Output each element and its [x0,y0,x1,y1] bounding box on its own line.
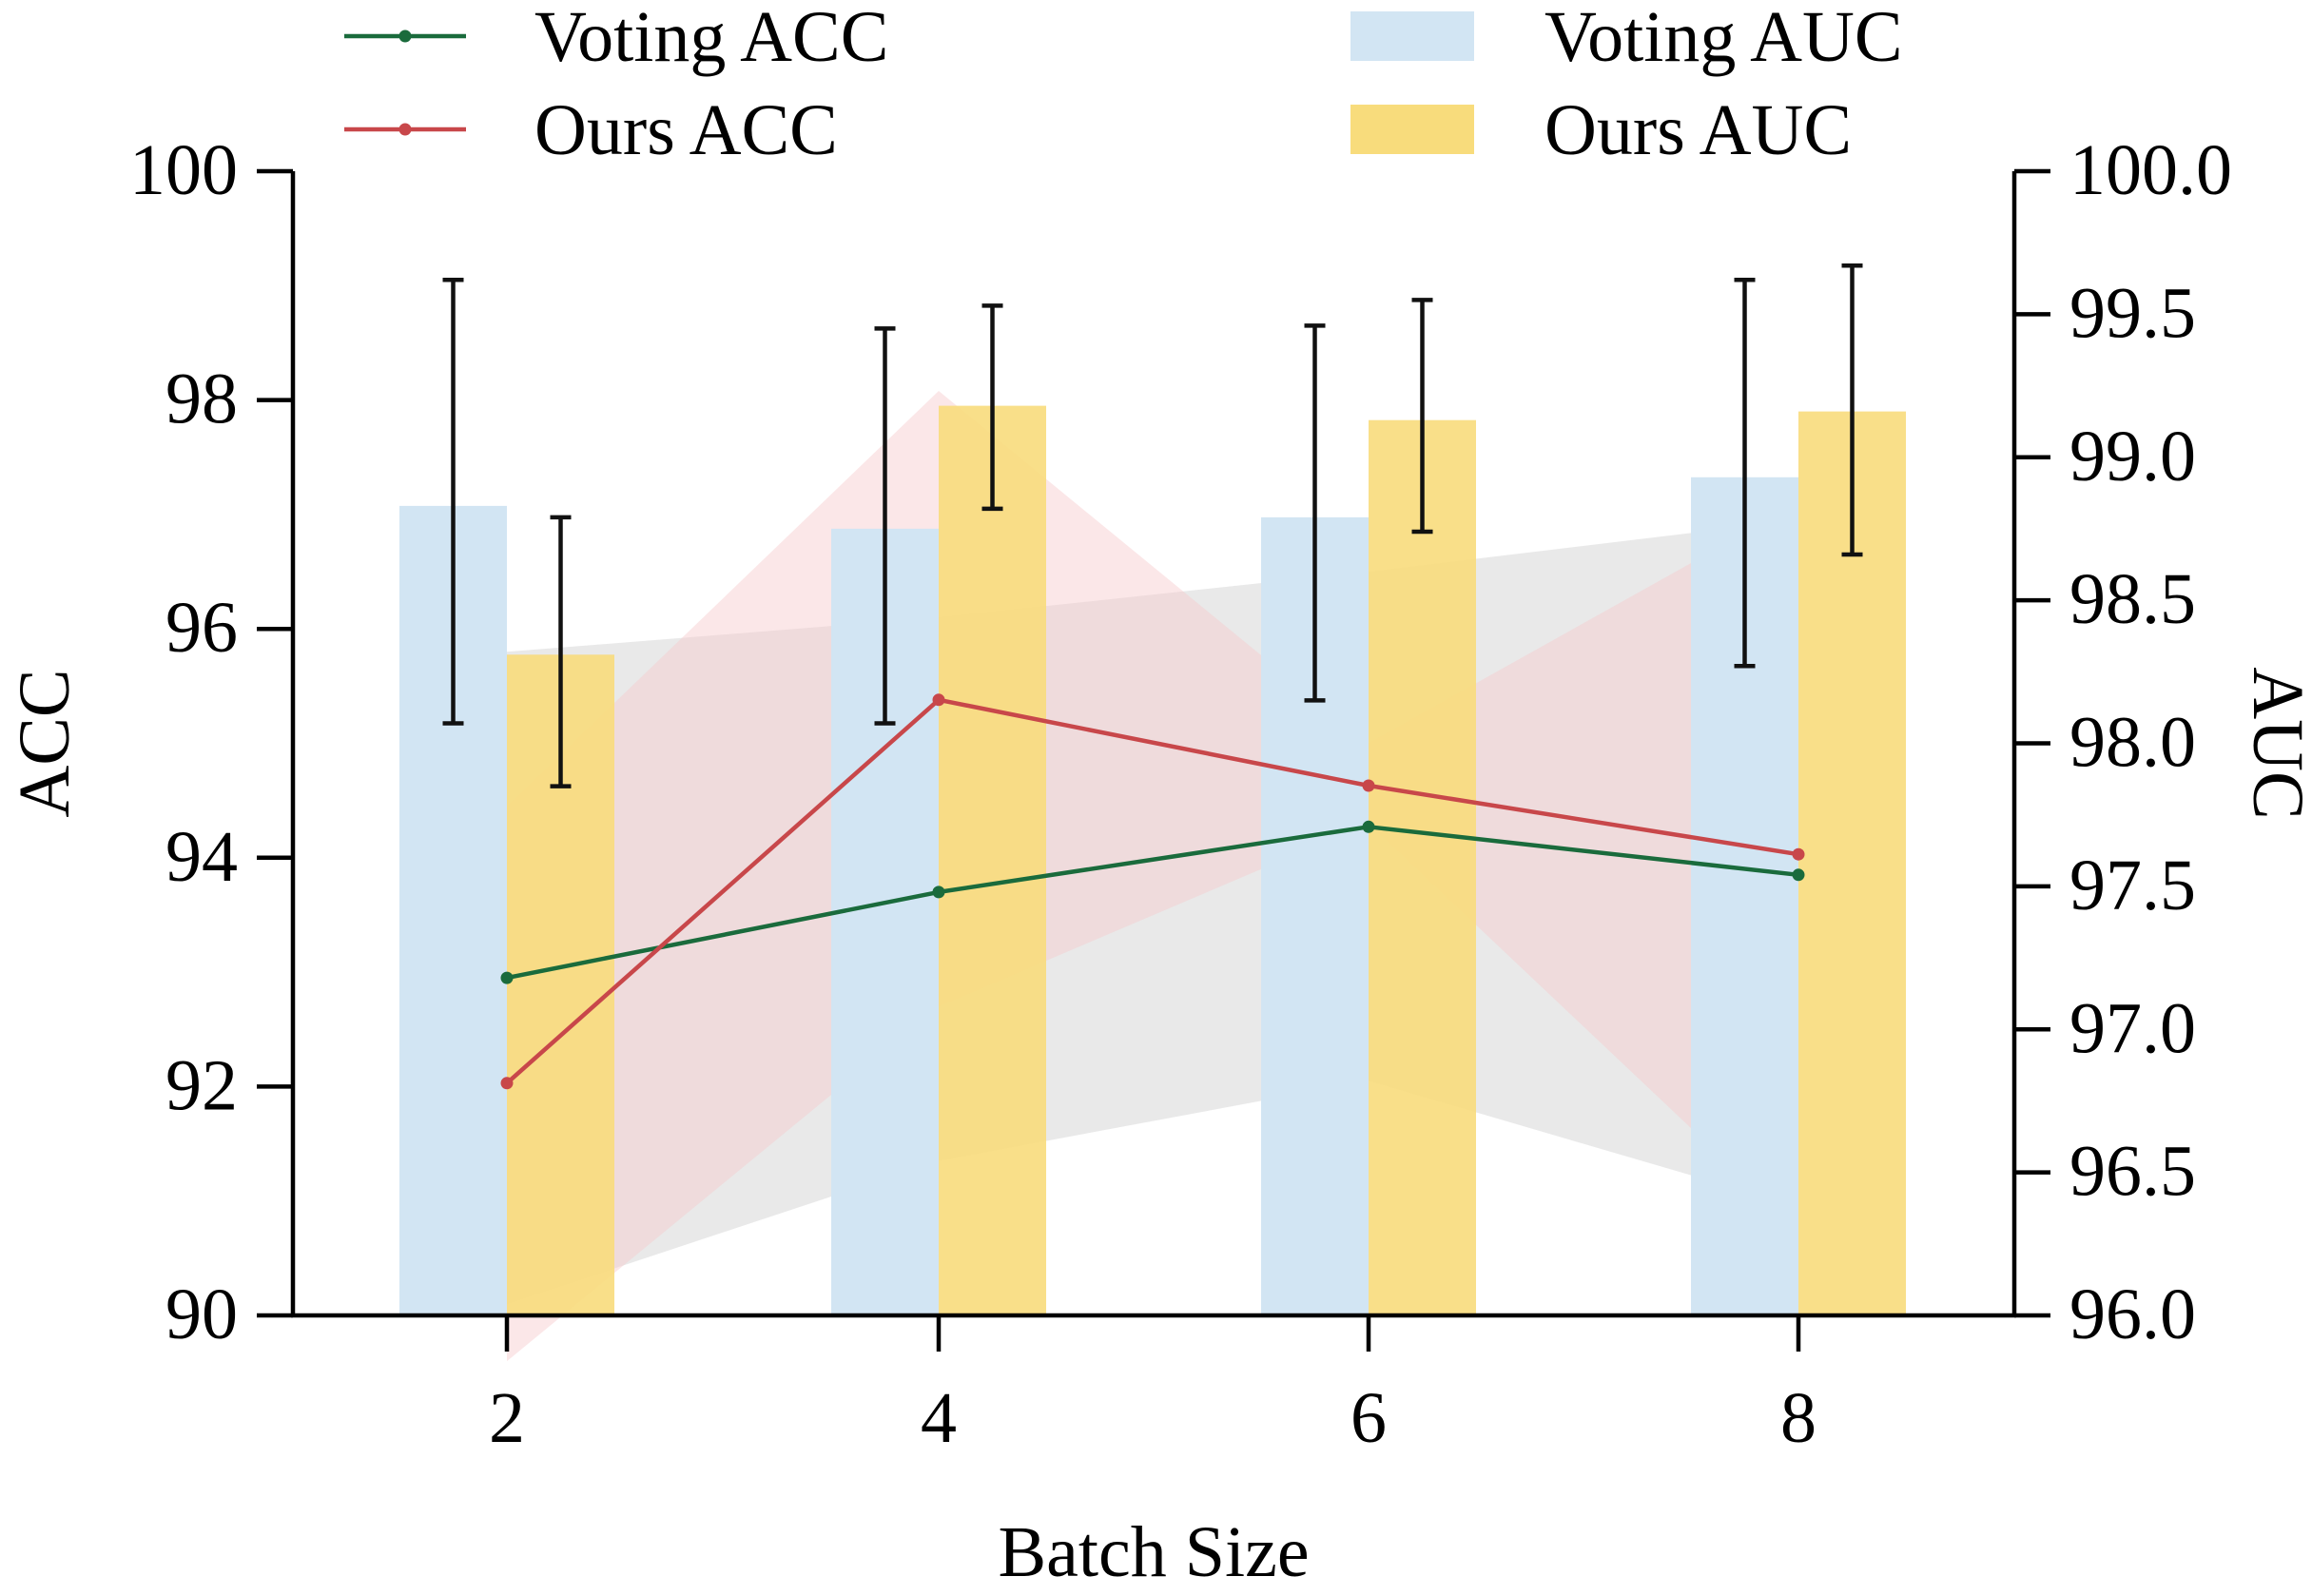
line-ours-acc [505,697,1799,1085]
legend-label: Voting AUC [1545,0,1903,77]
right-tick-label-99.5: 99.5 [2069,273,2196,353]
left-tick-label-96: 96 [165,588,238,668]
legend-item-ours-acc: Ours ACC [344,90,838,170]
legend-item-voting-auc: Voting AUC [1350,0,1903,77]
bar-ours-auc-6 [1369,419,1476,1315]
errorbar-voting-auc-4 [874,326,896,726]
errorbar-voting-auc-2 [442,278,464,726]
legend-swatch-marker [398,29,412,43]
point-voting-acc-6 [1362,820,1375,833]
legend-label: Ours AUC [1545,90,1852,170]
bar-ours-auc-4 [939,405,1046,1316]
right-tick-label-96.5: 96.5 [2069,1132,2196,1212]
bar-ours-auc-8 [1798,411,1906,1316]
right-tick-label-97.0: 97.0 [2069,988,2196,1068]
point-voting-acc-8 [1792,868,1805,882]
x-tick-label-4: 4 [921,1378,957,1458]
legend-swatch-marker [398,123,412,136]
left-tick-label-100: 100 [129,130,238,210]
right-axis-title: AUC [2238,667,2312,819]
legend-swatch-bar [1350,11,1474,61]
legend-item-ours-auc: Ours AUC [1350,90,1852,170]
point-voting-acc-2 [500,971,514,984]
right-tick-label-96.0: 96.0 [2069,1275,2196,1354]
right-tick-label-98.5: 98.5 [2069,559,2196,639]
legend: Voting ACC Ours ACC Voting AUC Ours AUC [344,0,1903,170]
left-tick-label-98: 98 [165,360,238,439]
errorbar-voting-auc-8 [1734,278,1756,669]
x-tick-label-8: 8 [1780,1378,1817,1458]
error-bar-group [442,263,1863,788]
left-tick-label-90: 90 [165,1275,238,1354]
errorbar-ours-auc-6 [1411,298,1433,535]
left-tick-label-92: 92 [165,1045,238,1125]
errorbar-ours-auc-8 [1841,263,1863,557]
point-ours-acc-6 [1362,779,1375,792]
band-ours-acc [507,391,1798,1362]
line-voting-acc [506,825,1799,981]
confidence-bands [507,391,1798,1362]
right-tick-label-98.0: 98.0 [2069,703,2196,783]
left-tick-label-94: 94 [165,817,238,897]
x-tick-label-6: 6 [1350,1378,1387,1458]
axes-group: 90 92 94 96 98 100 96.0 96.5 97.0 97.5 98.0 98.5 99.… [5,130,2312,1592]
right-tick-label-97.5: 97.5 [2069,846,2196,925]
point-ours-acc-8 [1792,847,1805,861]
legend-item-voting-acc: Voting ACC [344,0,888,77]
x-axis-title: Batch Size [998,1512,1309,1592]
left-axis-title: ACC [5,669,85,817]
right-tick-label-99.0: 99.0 [2069,417,2196,496]
line-series-group [500,693,1805,1090]
legend-swatch-bar [1350,105,1474,154]
legend-label: Voting ACC [534,0,888,77]
point-voting-acc-4 [932,886,945,899]
errorbar-ours-auc-4 [981,303,1003,512]
errorbar-voting-auc-6 [1304,323,1326,703]
x-tick-label-2: 2 [489,1378,525,1458]
legend-label: Ours ACC [534,90,838,170]
errorbar-ours-auc-2 [550,515,572,788]
point-ours-acc-4 [932,693,945,707]
right-tick-label-100.0: 100.0 [2069,130,2232,210]
point-ours-acc-2 [500,1077,514,1090]
